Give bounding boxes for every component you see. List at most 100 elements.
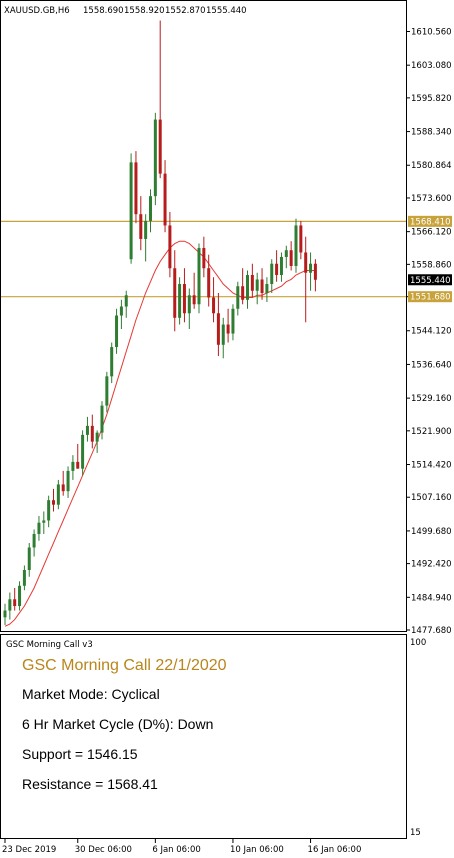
time-axis: 23 Dec 2019 30 Dec 06:00 6 Jan 06:00 10 Jan… <box>2 839 361 855</box>
y-tick-label: 1536.640 <box>411 360 452 370</box>
y-tick-label: 1603.080 <box>411 61 452 71</box>
candle <box>71 455 75 480</box>
candle <box>134 151 138 224</box>
current-price-tag-bg <box>408 274 452 286</box>
candle <box>299 220 303 260</box>
candle <box>163 160 167 233</box>
level-tag-1: 1551.680 <box>410 293 451 303</box>
indicator-title: GSC Morning Call 22/1/2020 <box>22 657 227 674</box>
candle <box>255 272 259 305</box>
candle-body <box>207 268 211 298</box>
y-tick-label: 1566.120 <box>411 228 452 238</box>
candle-body <box>85 425 89 435</box>
candle-body <box>178 283 182 318</box>
level-tag-0-bg <box>408 215 452 227</box>
price-panel-frame <box>0 0 407 632</box>
candle <box>3 603 7 625</box>
candle-body <box>260 279 264 294</box>
candle-body <box>212 297 216 314</box>
levels-layer <box>1 220 406 298</box>
y-tick-label: 1610.560 <box>411 27 452 37</box>
candle <box>139 196 143 251</box>
candle <box>270 259 274 294</box>
chart-header-high: 1558.920 <box>124 6 165 16</box>
candle <box>294 218 298 273</box>
indicator-panel-frame <box>0 634 407 839</box>
candle-body <box>202 247 206 269</box>
candle <box>284 245 288 269</box>
candle <box>192 272 196 309</box>
candle <box>110 342 114 384</box>
candle-body <box>42 520 46 523</box>
candle <box>197 243 201 314</box>
level-tag-1-bg <box>408 291 452 303</box>
candle-body <box>221 324 225 345</box>
candle <box>231 304 235 341</box>
y-tick-label: 1492.420 <box>411 560 452 570</box>
candle-body <box>8 599 12 611</box>
candle <box>246 270 249 309</box>
y-tick-label: 1521.900 <box>411 427 452 437</box>
candle <box>182 268 186 323</box>
y-tick-label: 1529.160 <box>411 394 452 404</box>
x-tick-label: 30 Dec 06:00 <box>75 845 132 855</box>
candle <box>226 308 230 343</box>
candle <box>202 236 206 278</box>
candle <box>149 189 152 233</box>
candle-body <box>265 283 269 294</box>
y-tick-label: 1558.860 <box>411 260 452 270</box>
candle <box>168 211 172 278</box>
candle-body <box>246 274 249 300</box>
candle-body <box>153 119 157 197</box>
candle <box>37 515 41 541</box>
candle-body <box>192 295 196 305</box>
candle-body <box>309 263 313 273</box>
candle-body <box>289 250 293 266</box>
candle-body <box>124 295 128 307</box>
candle-body <box>81 434 85 469</box>
indicator-scale-top: 100 <box>410 638 426 648</box>
candle-body <box>110 347 114 377</box>
candle <box>100 401 104 440</box>
y-tick-label: 1477.680 <box>411 626 452 636</box>
candle-body <box>129 162 133 260</box>
candle-body <box>216 313 220 345</box>
candle <box>81 430 85 476</box>
candle <box>173 250 177 332</box>
candle-body <box>95 432 99 442</box>
y-tick-label: 1595.820 <box>411 94 452 104</box>
y-tick-label: 1573.600 <box>411 194 452 204</box>
candle-body <box>231 308 235 334</box>
candle-body <box>299 225 303 253</box>
candle-body <box>173 268 177 318</box>
candle <box>61 470 65 496</box>
indicator-line-resistance: Resistance = 1568.41 <box>22 776 158 792</box>
candle <box>52 488 55 512</box>
candle-body <box>304 252 308 273</box>
candle-body <box>236 286 240 309</box>
indicator-line-market-mode: Market Mode: Cyclical <box>22 686 160 702</box>
chart-header-low: 1552.870 <box>165 6 206 16</box>
candle-body <box>13 599 17 607</box>
candle-body <box>279 256 283 275</box>
candle-body <box>22 570 26 586</box>
candle-body <box>275 263 279 275</box>
candle <box>289 241 293 271</box>
moving-average-line <box>4 240 316 627</box>
candle-body <box>158 119 162 174</box>
indicator-line-market-cycle: 6 Hr Market Cycle (D%): Down <box>22 716 213 732</box>
y-tick-label: 1544.120 <box>411 327 452 337</box>
candle <box>129 153 133 264</box>
price-tags: 1568.410 1551.680 1555.440 <box>408 215 452 303</box>
y-tick-label: 1507.160 <box>411 493 452 503</box>
x-tick-label: 6 Jan 06:00 <box>152 845 200 855</box>
candle <box>32 529 36 557</box>
candles-layer <box>3 20 317 625</box>
candle <box>304 236 308 323</box>
candle <box>212 277 216 323</box>
candle <box>22 565 26 591</box>
price-axis: 1610.560 1603.080 1595.820 1588.340 1580.864… <box>406 27 452 636</box>
candle-body <box>250 274 254 291</box>
candle <box>90 414 94 449</box>
